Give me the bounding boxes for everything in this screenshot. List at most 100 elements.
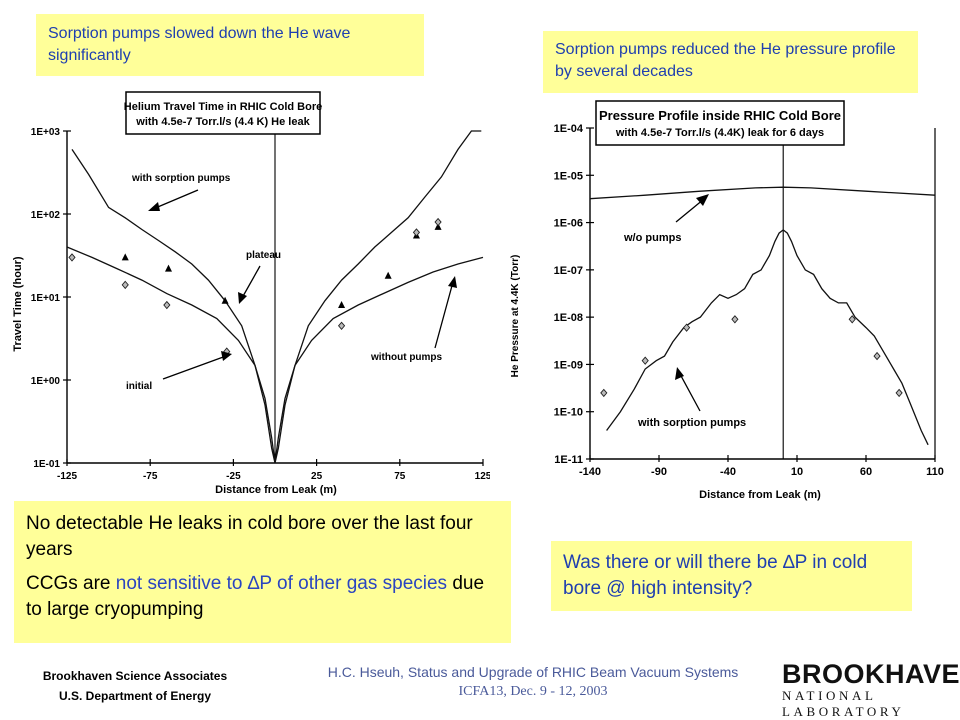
x-tick-label: 125 (475, 471, 490, 482)
arrowhead-with-sorption-2 (675, 367, 684, 380)
chart2-xlabel: Distance from Leak (m) (699, 489, 821, 501)
arrowhead-without-pumps (448, 276, 457, 288)
pressure-profile-chart: 1E-11 1E-10 1E-09 1E-08 1E-07 1E-06 1E-05 1E-04… (510, 100, 944, 501)
arrowhead-wo-pumps (696, 194, 709, 206)
diamond-point (163, 300, 171, 310)
talk-title: H.C. Hseuh, Status and Upgrade of RHIC B… (327, 664, 739, 680)
org-department: U.S. Department of Energy (58, 689, 212, 703)
series-line-with-sorption-pumps (606, 229, 929, 446)
y-tick-label: 1E-04 (554, 123, 584, 135)
diamond-point (121, 280, 129, 290)
diamond-point (641, 356, 649, 365)
arrow-initial (162, 355, 227, 380)
x-tick-label: -125 (57, 471, 77, 482)
chart2-title-box: Pressure Profile inside RHIC Cold Bore w… (595, 100, 845, 146)
callout-sorption-reduced: Sorption pumps reduced the He pressure p… (543, 31, 918, 93)
travel-time-chart: 1E-01 1E+00 1E+01 1E+02 1E+03 -125 -75 -25 25 75 1… (12, 91, 490, 496)
diamond-point (731, 315, 739, 324)
diamond-point (412, 228, 421, 237)
arrowhead-plateau (238, 292, 247, 304)
arrowhead-initial (221, 351, 232, 361)
leak-status-text: No detectable He leaks in cold bore over… (26, 513, 473, 560)
question-a: Was there or will there be (563, 552, 783, 573)
y-tick-label: 1E+02 (31, 210, 61, 221)
chart1-arrows (152, 189, 454, 380)
chart2-arrows (675, 198, 705, 412)
ccg-b: not sensitive to (115, 573, 248, 594)
chart1-title: Helium Travel Time in RHIC Cold Bore (124, 101, 322, 113)
x-tick-label: 25 (311, 471, 323, 482)
y-tick-label: 1E+03 (31, 127, 61, 138)
callout-sorption-slowed: Sorption pumps slowed down the He wave s… (36, 14, 424, 76)
callout-left-text: Sorption pumps slowed down the He wave s… (48, 25, 351, 64)
org-associates: Brookhaven Science Associates (42, 669, 228, 683)
chart1-title-box: Helium Travel Time in RHIC Cold Bore wit… (124, 91, 322, 135)
y-tick-label: 1E-08 (554, 312, 583, 324)
conference-name: ICFA13, Dec. 9 - 12, 2003 (458, 684, 608, 699)
label-wo-pumps: w/o pumps (623, 232, 681, 244)
logo-subtitle: NATIONAL LABORATORY (782, 688, 905, 719)
x-tick-label: 60 (860, 466, 872, 478)
triangle-point (221, 296, 229, 304)
x-tick-label: -140 (579, 466, 601, 478)
arrow-wo-pumps (675, 198, 705, 223)
ccg-c: P of other gas species (259, 573, 448, 594)
label-with-sorption-pumps: with sorption pumps (131, 173, 231, 184)
chart2-arrowheads (675, 194, 709, 380)
ccg-sensitivity-text: CCGs are not sensitive to ∆P of other ga… (26, 571, 501, 623)
triangle-point (384, 271, 392, 279)
arrowhead-with-sorption (148, 202, 160, 211)
chart1-ylabel: Travel Time (hour) (12, 256, 24, 351)
arrow-without-pumps (434, 281, 454, 349)
series-line-without-pumps (66, 246, 484, 464)
chart2-title: Pressure Profile inside RHIC Cold Bore (599, 108, 841, 123)
x-tick-label: 110 (926, 466, 944, 478)
footer-citation: H.C. Hseuh, Status and Upgrade of RHIC B… (278, 662, 788, 702)
arrow-with-sorption-2 (679, 373, 701, 412)
series-line-with-sorption-pumps (71, 130, 482, 464)
delta-symbol: ∆ (783, 552, 795, 573)
ccg-a: CCGs are (26, 573, 116, 594)
diamond-point (895, 388, 903, 398)
y-tick-label: 1E-09 (554, 359, 583, 371)
triangle-point (338, 301, 346, 309)
x-tick-label: 75 (394, 471, 406, 482)
diamond-point (600, 388, 608, 398)
diamond-point (848, 315, 856, 324)
arrow-plateau (241, 265, 261, 299)
callout-leak-status: No detectable He leaks in cold bore over… (14, 501, 511, 643)
chart1-subtitle: with 4.5e-7 Torr.l/s (4.4 K) He leak (135, 116, 310, 128)
x-tick-label: 10 (791, 466, 803, 478)
chart1-arrowheads (148, 202, 457, 361)
series-line-w-o-pumps (589, 186, 936, 200)
y-tick-label: 1E-06 (554, 218, 583, 230)
triangle-point (165, 264, 173, 272)
callout-question: Was there or will there be ∆P in cold bo… (551, 541, 912, 611)
delta-symbol: ∆ (247, 573, 260, 594)
callout-right-text: Sorption pumps reduced the He pressure p… (555, 41, 896, 80)
x-tick-label: -25 (226, 471, 241, 482)
y-tick-label: 1E-05 (554, 170, 583, 182)
label-initial: initial (126, 381, 152, 392)
y-tick-label: 1E-10 (554, 407, 583, 419)
diamond-point (434, 217, 442, 227)
chart2-subtitle: with 4.5e-7 Torr.l/s (4.4K) leak for 6 d… (615, 127, 824, 139)
label-with-sorption-pumps-2: with sorption pumps (637, 417, 746, 429)
diamond-point (683, 323, 691, 332)
arrow-with-sorption (152, 189, 199, 210)
diamond-point (68, 253, 76, 262)
y-tick-label: 1E-01 (33, 459, 60, 470)
y-tick-label: 1E+01 (31, 293, 61, 304)
y-tick-label: 1E+00 (31, 376, 61, 387)
x-tick-label: -75 (143, 471, 158, 482)
x-tick-label: -90 (651, 466, 667, 478)
chart1-xlabel: Distance from Leak (m) (215, 484, 337, 496)
question-b: P in cold bore @ high intensity? (563, 552, 868, 599)
label-without-pumps: without pumps (370, 352, 443, 363)
diamond-point (337, 321, 346, 330)
triangle-point (434, 222, 442, 230)
x-tick-label: -40 (720, 466, 736, 478)
diamond-point (873, 351, 881, 361)
